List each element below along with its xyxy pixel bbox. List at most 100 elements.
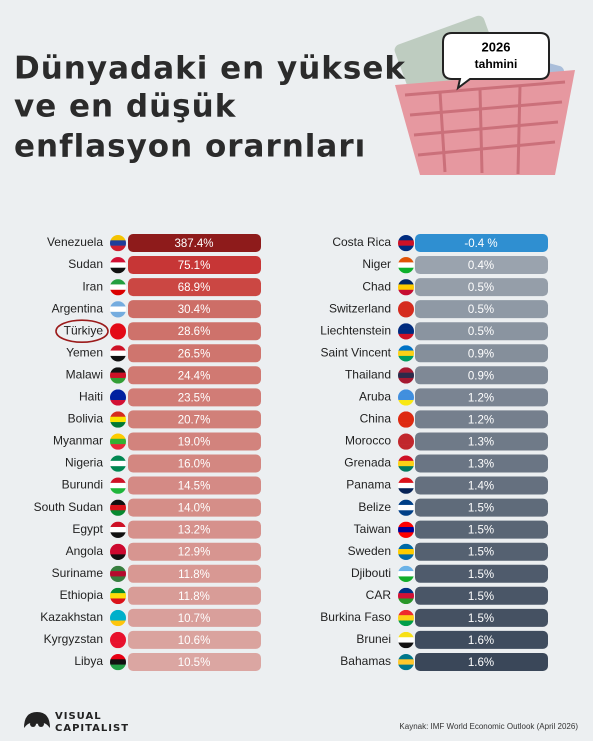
value-label: 26.5%: [178, 348, 211, 360]
value-label: 11.8%: [178, 591, 210, 603]
value-label: 68.9%: [178, 282, 211, 294]
flag-stripe: [110, 488, 126, 494]
country-label: Saint Vincent: [321, 345, 392, 359]
flag-stripe: [398, 323, 414, 329]
value-label: -0.4 %: [464, 238, 497, 250]
value-label: 10.7%: [178, 613, 211, 625]
flag-stripe: [110, 333, 126, 340]
value-bar: [128, 344, 261, 363]
value-label: 16.0%: [178, 459, 211, 471]
value-bar: [415, 432, 548, 451]
country-label: Angola: [66, 544, 104, 558]
country-label: Malawi: [66, 367, 103, 381]
country-label: Haiti: [79, 390, 103, 404]
flag-stripe: [110, 659, 126, 665]
country-label: Liechtenstein: [320, 323, 391, 337]
flag-stripe: [110, 466, 126, 472]
flag-stripe: [398, 576, 414, 583]
value-bar: [415, 344, 548, 363]
flag-stripe: [110, 521, 126, 528]
flag-stripe: [398, 328, 414, 335]
flag-stripe: [110, 620, 126, 627]
flag-stripe: [110, 482, 126, 489]
flag: [110, 279, 126, 296]
flag-stripe: [110, 455, 126, 462]
flag-stripe: [398, 438, 414, 445]
flag: [110, 653, 126, 671]
country-label: Niger: [362, 257, 391, 271]
flag: [110, 565, 126, 583]
value-label: 13.2%: [178, 525, 211, 537]
value-label: 1.5%: [468, 525, 494, 537]
flag-stripe: [110, 615, 126, 621]
flag-stripe: [110, 422, 126, 428]
country-label: Sweden: [348, 544, 391, 558]
value-label: 1.5%: [468, 613, 494, 625]
country-label: Belize: [358, 500, 391, 514]
value-label: 0.5%: [468, 326, 494, 338]
flag-stripe: [110, 532, 126, 538]
flag-stripe: [110, 637, 126, 643]
flag-stripe: [110, 526, 126, 533]
flag-stripe: [110, 504, 126, 511]
value-label: 30.4%: [178, 304, 211, 316]
flag-stripe: [110, 311, 126, 318]
country-label: Nigeria: [65, 456, 103, 470]
value-label: 1.5%: [468, 591, 494, 603]
country-label: Morocco: [345, 434, 391, 448]
country-label: Myanmar: [53, 434, 103, 448]
value-label: 28.6%: [178, 326, 211, 338]
flag: [110, 235, 126, 252]
flag-stripe: [398, 301, 414, 307]
flag-stripe: [110, 257, 126, 263]
source: Kaynak: IMF World Economic Outlook (Apri…: [399, 722, 578, 731]
country-label: Suriname: [52, 566, 104, 580]
flag-stripe: [398, 504, 414, 511]
flag-stripe: [398, 637, 414, 643]
flag-stripe: [398, 444, 414, 450]
flag-stripe: [110, 394, 126, 401]
flag: [398, 609, 414, 627]
flag: [398, 565, 414, 583]
value-bar: [415, 476, 548, 495]
flag: [398, 301, 414, 318]
flag-stripe: [398, 587, 414, 594]
value-label: 1.2%: [468, 392, 494, 404]
flag-stripe: [398, 565, 414, 572]
badge-year: 2026: [482, 39, 511, 54]
country-label: South Sudan: [34, 500, 103, 514]
value-bar: [128, 542, 261, 561]
value-label: 11.8%: [178, 569, 210, 581]
brand-line: CAPITALIST: [55, 723, 129, 734]
flag-stripe: [110, 631, 126, 638]
value-bar: [415, 300, 548, 319]
flag-stripe: [398, 389, 414, 395]
value-label: 1.5%: [468, 547, 494, 559]
flag-stripe: [398, 333, 414, 340]
flag-stripe: [398, 615, 414, 621]
value-bar: [415, 542, 548, 561]
country-label: Libya: [74, 654, 103, 668]
flag: [398, 543, 414, 560]
flag-stripe: [110, 510, 126, 516]
flag-stripe: [398, 416, 414, 423]
flag-stripe: [398, 664, 414, 671]
flag-stripe: [110, 372, 126, 379]
flag: [110, 411, 126, 428]
flag-stripe: [398, 521, 414, 528]
flag-stripe: [110, 377, 126, 384]
value-bar: [128, 388, 261, 407]
flag-stripe: [398, 433, 414, 440]
rows: Venezuela 387.4% Sudan 75.1% Iran 68.9% Argent…: [34, 234, 548, 671]
flag: [398, 411, 414, 428]
flag-stripe: [398, 422, 414, 428]
value-bar: [415, 366, 548, 385]
flag: [398, 587, 414, 605]
flag: [398, 235, 414, 252]
country-label: Panama: [346, 478, 391, 492]
flag-stripe: [110, 593, 126, 599]
flag-stripe: [110, 355, 126, 362]
flag-stripe: [398, 543, 414, 550]
badge-label: tahmini: [475, 57, 518, 71]
